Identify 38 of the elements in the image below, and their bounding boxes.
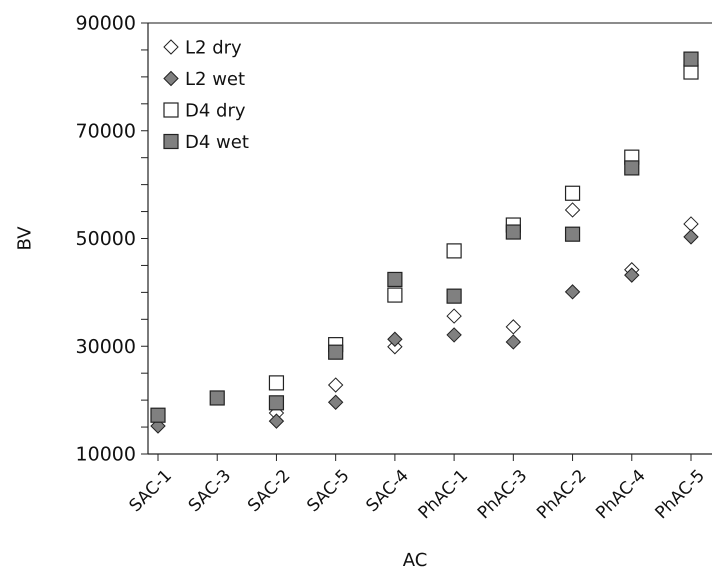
y-tick-label: 50000 [76,228,136,250]
point [268,395,284,410]
point [210,390,225,406]
point [684,229,698,244]
legend-label: L2 dry [185,37,242,58]
point [564,186,580,201]
point [387,272,402,288]
legend-label: D4 dry [185,100,246,122]
point [328,394,344,410]
point [328,378,344,393]
legend-label: D4 wet [185,132,249,153]
y-tick-label: 90000 [76,12,136,35]
point [506,334,521,350]
point [387,332,402,347]
point [506,224,521,240]
point [268,414,284,429]
point [446,288,462,304]
point [684,216,698,232]
point [446,308,462,324]
x-axis-title: AC [402,550,428,571]
point [446,243,462,258]
point [624,160,640,176]
point [268,375,284,390]
point [564,226,580,242]
y-tick-label: 10000 [76,444,136,466]
y-axis-title: BV [14,226,36,251]
point [565,202,580,218]
point [328,344,344,360]
point [387,287,402,303]
legend-label: L2 wet [185,68,246,90]
point [683,51,699,67]
point [506,319,521,334]
point [446,327,462,342]
point [565,284,580,300]
y-tick-label: 30000 [76,336,136,358]
point [624,268,640,283]
point [150,408,166,423]
y-tick-label: 70000 [76,120,136,142]
